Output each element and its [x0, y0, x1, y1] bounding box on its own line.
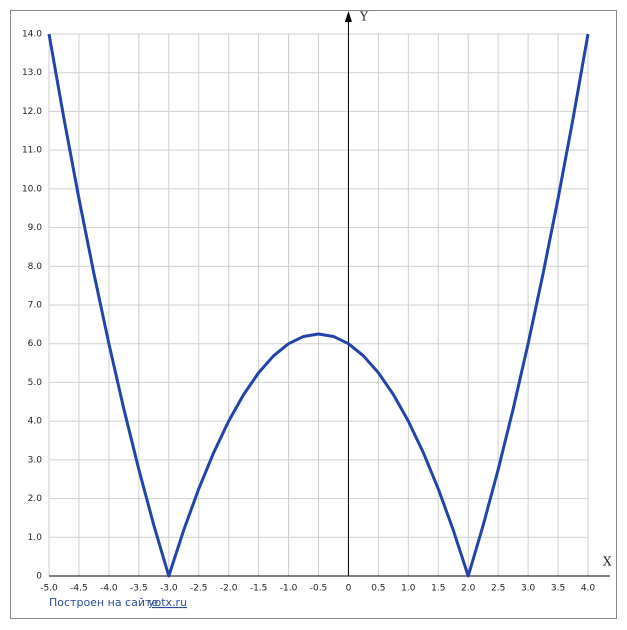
x-tick-label: -1.0	[280, 584, 298, 594]
y-tick-label: 14.0	[22, 30, 42, 40]
x-axis-label: X	[603, 555, 612, 569]
x-tick-label: -4.5	[70, 584, 88, 594]
x-tick-label: -5.0	[40, 584, 58, 594]
x-tick-label: -1.5	[250, 584, 268, 594]
y-tick-label: 9.0	[28, 223, 43, 233]
x-tick-label: 3.0	[521, 584, 536, 594]
data-line	[47, 33, 590, 578]
y-tick-label: 3.0	[28, 455, 43, 465]
y-tick-label: 12.0	[22, 107, 42, 117]
x-tick-label: -3.5	[130, 584, 148, 594]
x-tick-label: 0.5	[371, 584, 385, 594]
x-tick-label: -2.0	[220, 584, 238, 594]
x-tick-label: 1.0	[401, 584, 416, 594]
y-tick-label: 7.0	[28, 301, 43, 311]
x-tick-label: -3.0	[160, 584, 178, 594]
x-tick-label: 0	[346, 584, 352, 594]
y-tick-label: 2.0	[28, 494, 43, 504]
y-tick-label: 4.0	[28, 417, 43, 427]
y-tick-label: 5.0	[28, 378, 43, 388]
x-tick-label: 1.5	[431, 584, 445, 594]
y-axis-label: Y	[359, 10, 369, 24]
y-tick-label: 8.0	[28, 262, 43, 272]
x-tick-label: 4.0	[581, 584, 596, 594]
x-tick-label: 2.5	[491, 584, 505, 594]
y-tick-label: 0	[36, 572, 42, 582]
y-tick-label: 6.0	[28, 339, 43, 349]
footer-text: Построен на сайте	[49, 596, 158, 609]
x-tick-label: 2.0	[461, 584, 476, 594]
x-tick-label: 3.5	[551, 584, 565, 594]
footer-link[interactable]: yotx.ru	[148, 596, 187, 609]
y-tick-label: 13.0	[22, 68, 42, 78]
y-tick-label: 11.0	[22, 146, 42, 156]
y-axis-arrow	[344, 11, 352, 22]
x-tick-label: -4.0	[100, 584, 118, 594]
x-tick-label: -0.5	[310, 584, 328, 594]
x-tick-label: -2.5	[190, 584, 208, 594]
y-tick-label: 10.0	[22, 184, 42, 194]
y-tick-label: 1.0	[28, 533, 43, 543]
